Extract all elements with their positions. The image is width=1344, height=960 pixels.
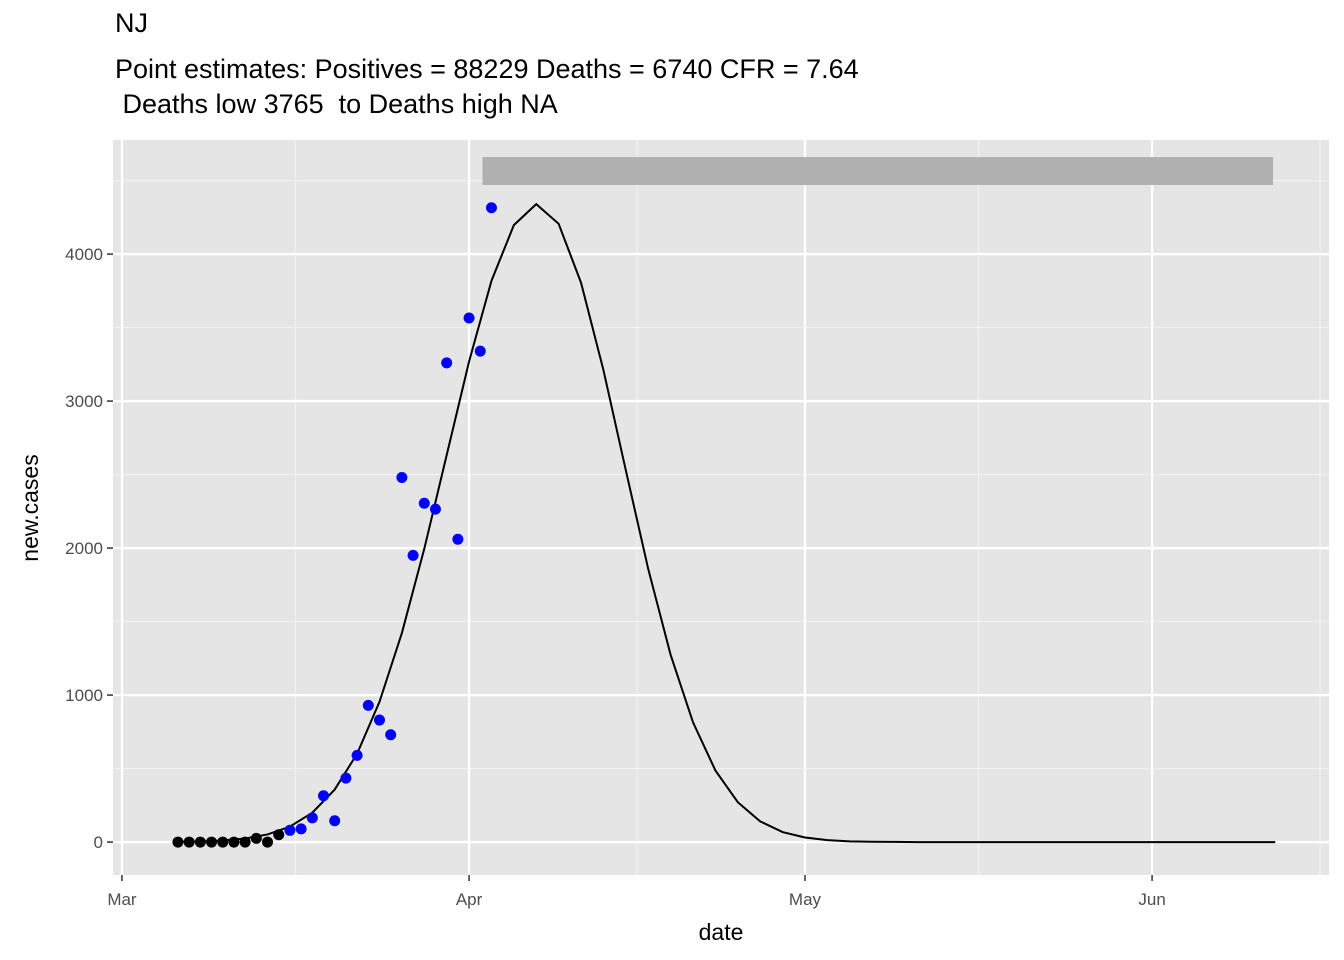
point xyxy=(284,824,296,836)
range-band xyxy=(482,157,1274,185)
chart-subtitle: Point estimates: Positives = 88229 Death… xyxy=(115,54,859,84)
point xyxy=(474,345,486,357)
point xyxy=(385,729,397,741)
point xyxy=(217,836,229,848)
point xyxy=(441,357,453,369)
y-tick-label: 2000 xyxy=(65,539,103,558)
point xyxy=(407,549,419,561)
x-tick-label: Mar xyxy=(107,890,137,909)
plot-panel xyxy=(113,140,1329,875)
point xyxy=(262,836,274,848)
point xyxy=(362,699,374,711)
point xyxy=(452,533,464,545)
point xyxy=(340,772,352,784)
x-tick-label: Jun xyxy=(1138,890,1165,909)
point xyxy=(228,836,240,848)
x-tick-label: Apr xyxy=(456,890,483,909)
chart-subtitle: Deaths low 3765 to Deaths high NA xyxy=(115,89,558,119)
point xyxy=(273,829,285,841)
point xyxy=(206,836,218,848)
point xyxy=(396,472,408,484)
point xyxy=(295,823,307,835)
point xyxy=(463,312,475,324)
y-tick-label: 3000 xyxy=(65,392,103,411)
point xyxy=(250,832,262,844)
point xyxy=(351,749,363,761)
x-tick-label: May xyxy=(789,890,822,909)
point xyxy=(183,836,195,848)
y-tick-label: 4000 xyxy=(65,245,103,264)
point xyxy=(239,836,251,848)
point xyxy=(373,714,385,726)
y-tick-label: 0 xyxy=(94,833,103,852)
point xyxy=(329,815,341,827)
fitted-curve xyxy=(177,202,1276,844)
chart-title: NJ xyxy=(115,8,148,38)
point xyxy=(418,497,430,509)
point xyxy=(194,836,206,848)
point xyxy=(485,202,497,214)
point xyxy=(306,812,318,824)
y-axis-title: new.cases xyxy=(17,454,43,561)
point xyxy=(429,503,441,515)
y-tick-label: 1000 xyxy=(65,686,103,705)
point xyxy=(172,836,184,848)
x-axis-title: date xyxy=(699,919,744,945)
point xyxy=(318,790,330,802)
